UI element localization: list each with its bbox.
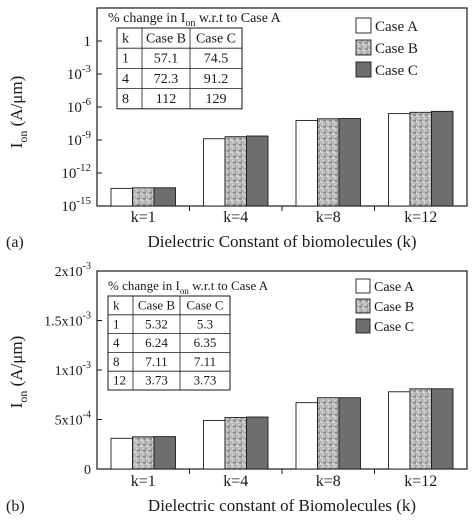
bar xyxy=(295,119,318,207)
bar xyxy=(409,111,432,207)
table-header-cell: Case C xyxy=(196,32,236,47)
y-tick-label: 10-3 xyxy=(67,63,92,83)
legend-swatch xyxy=(355,39,372,56)
legend-label: Case A xyxy=(374,280,415,295)
legend-swatch xyxy=(355,298,371,314)
x-tick-label: k=4 xyxy=(223,209,248,226)
bar xyxy=(317,118,340,207)
bar xyxy=(431,388,454,470)
table-header-cell: Case B xyxy=(138,298,176,313)
table-header-cell: k xyxy=(113,298,120,313)
x-axis-label: Dielectric Constant of biomolecules (k) xyxy=(147,232,416,251)
table-cell: 12 xyxy=(113,373,126,388)
bar xyxy=(203,138,226,207)
legend-swatch xyxy=(355,278,371,294)
table-title: % change in Ion w.r.t to Case A xyxy=(108,11,282,29)
legend-swatch xyxy=(355,17,372,34)
table-cell: 7.11 xyxy=(194,354,216,369)
bar xyxy=(246,416,269,470)
bar xyxy=(153,436,176,470)
bar xyxy=(132,436,155,470)
bar xyxy=(317,397,340,470)
bar xyxy=(388,391,411,470)
table-cell: 6.35 xyxy=(194,335,217,350)
table-cell: 8 xyxy=(113,354,120,369)
bar xyxy=(110,437,133,470)
bar xyxy=(203,420,226,470)
y-tick-label: 1x10-3 xyxy=(55,360,91,379)
x-tick-label: k=12 xyxy=(404,209,437,226)
table-cell: 74.5 xyxy=(204,52,229,67)
x-tick-label: k=1 xyxy=(131,209,156,226)
table-cell: 5.32 xyxy=(145,316,168,331)
table-cell: 6.24 xyxy=(145,335,168,350)
table-cell: 112 xyxy=(156,92,176,107)
bar xyxy=(224,417,247,470)
panel-label: (a) xyxy=(6,234,24,251)
x-tick-label: k=8 xyxy=(316,209,341,226)
table-cell: 72.3 xyxy=(154,72,179,87)
bar xyxy=(295,402,318,470)
y-tick-label: 10-9 xyxy=(67,129,92,149)
x-tick-label: k=12 xyxy=(404,473,437,490)
y-tick-label: 5x10-4 xyxy=(55,410,91,429)
table-cell: 4 xyxy=(122,72,129,87)
legend-label: Case B xyxy=(374,300,414,315)
table-cell: 4 xyxy=(113,335,120,350)
bar xyxy=(431,110,454,207)
table-cell: 91.2 xyxy=(204,72,229,87)
table-cell: 1 xyxy=(113,316,120,331)
bar xyxy=(132,187,155,207)
table-cell: 57.1 xyxy=(154,52,179,67)
x-tick-label: k=1 xyxy=(131,473,156,490)
y-tick-label: 10-6 xyxy=(67,96,92,116)
bar xyxy=(153,187,176,207)
data-table xyxy=(107,295,231,391)
y-tick-label: 10-15 xyxy=(61,195,91,215)
bar xyxy=(246,135,269,207)
table-cell: 7.11 xyxy=(145,354,167,369)
table-header-cell: Case B xyxy=(146,32,186,47)
table-cell: 129 xyxy=(206,92,227,107)
y-tick-label: 1.5x10-3 xyxy=(44,311,91,330)
bar xyxy=(110,187,133,207)
legend-label: Case C xyxy=(375,63,418,79)
table-cell: 5.3 xyxy=(197,316,213,331)
legend-swatch xyxy=(355,318,371,334)
bar xyxy=(338,118,361,207)
legend-label: Case C xyxy=(374,320,414,335)
table-cell: 1 xyxy=(122,52,129,67)
legend-label: Case A xyxy=(375,19,418,35)
table-cell: 3.73 xyxy=(194,373,217,388)
table-title: % change in Ion w.r.t to Case A xyxy=(108,278,269,296)
legend-label: Case B xyxy=(375,41,418,57)
y-tick-label: 2x10-3 xyxy=(55,261,91,280)
table-header-cell: Case C xyxy=(186,298,223,313)
bar xyxy=(338,397,361,470)
y-axis-label: Ion (A/μm) xyxy=(7,76,30,149)
y-axis-label: Ion (A/μm) xyxy=(7,336,30,409)
bar xyxy=(388,113,411,207)
x-axis-label: Dielectric constant of Biomolecules (k) xyxy=(148,496,416,515)
table-cell: 3.73 xyxy=(145,373,168,388)
y-tick-label: 1 xyxy=(84,34,92,50)
table-cell: 8 xyxy=(122,92,129,107)
panel-label: (b) xyxy=(6,498,25,515)
bar xyxy=(409,388,432,470)
x-tick-label: k=8 xyxy=(316,473,341,490)
bar xyxy=(224,136,247,207)
x-tick-label: k=4 xyxy=(223,473,248,490)
legend-swatch xyxy=(355,61,372,78)
y-tick-label: 0 xyxy=(84,463,91,478)
y-tick-label: 10-12 xyxy=(61,162,91,182)
table-header-cell: k xyxy=(122,32,129,47)
